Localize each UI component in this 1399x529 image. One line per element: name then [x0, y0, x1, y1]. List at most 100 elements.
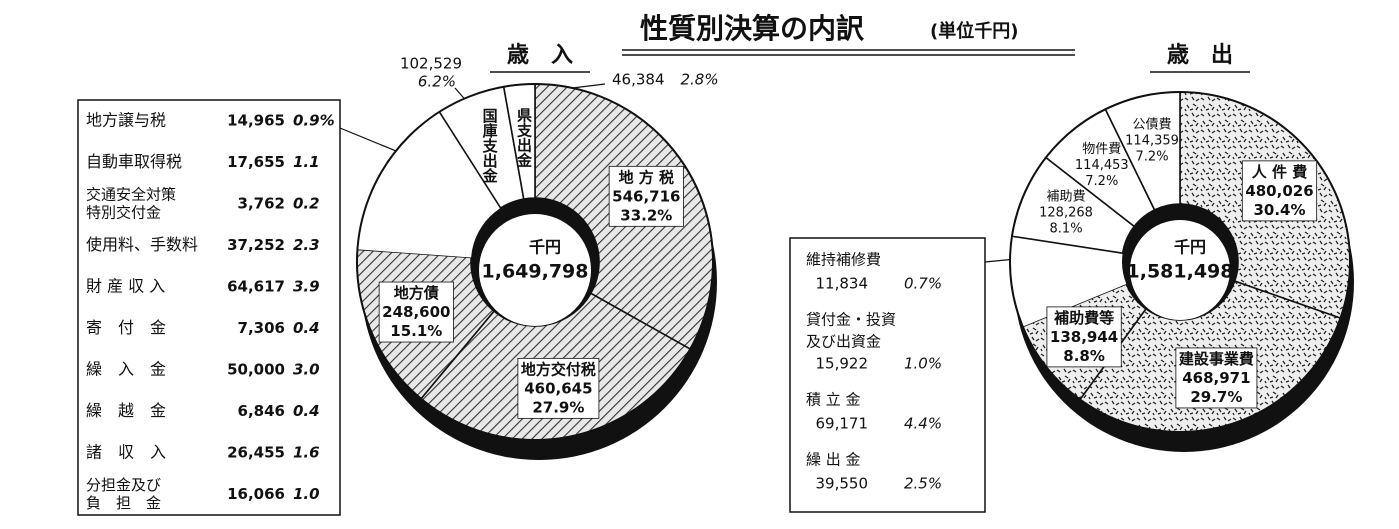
segment-value: 128,268: [1039, 205, 1093, 220]
label-bg: [517, 357, 600, 419]
donut-segment: [367, 161, 483, 240]
label-bg: [1241, 160, 1318, 222]
donut-segment: [430, 111, 501, 211]
row-percent: 0.4: [293, 402, 320, 420]
row-percent: 1.6: [293, 443, 320, 461]
segment-percent: 8.1%: [1050, 221, 1083, 236]
segment-percent: 30.4%: [1253, 201, 1305, 219]
center-total: 1,649,798: [482, 261, 589, 283]
row-name: 寄 付 金: [86, 318, 166, 337]
donut-hole: [479, 214, 591, 326]
donut-segment: [360, 200, 475, 249]
row-percent: 3.9: [293, 277, 320, 295]
segment-name: 人 件 費: [1252, 163, 1307, 181]
donut-segment: [1010, 262, 1125, 309]
item-name: 及び出資金: [806, 333, 881, 351]
breakdown-box: [789, 237, 986, 513]
center-unit: 千円: [1174, 238, 1206, 257]
row-percent: 3.0: [293, 360, 320, 378]
row-name: 交通安全対策: [86, 185, 176, 203]
row-value: 50,000: [227, 360, 285, 378]
item-value: 39,550: [816, 475, 869, 493]
segment-value: 248,600: [382, 303, 450, 321]
segment-percent: 7.2%: [1085, 174, 1118, 189]
row-value: 14,965: [227, 111, 285, 129]
segment-percent: 33.2%: [620, 206, 672, 224]
segment-percent: 2.8%: [681, 71, 719, 89]
segment-name: 補助費: [1047, 189, 1086, 204]
label-bg: [378, 281, 454, 343]
donut-segment: [1016, 278, 1126, 320]
row-name: 財 産 収 入: [86, 276, 165, 295]
segment-name: 地 方 税: [619, 168, 674, 186]
donut-segment: [413, 129, 493, 216]
segment-value: 546,716: [612, 187, 680, 205]
row-value: 64,617: [227, 277, 285, 295]
donut-segment: [387, 157, 484, 226]
donut-segment: [416, 117, 498, 215]
donut-segment: [358, 227, 473, 254]
donut-segment: [357, 239, 472, 258]
row-name: 特別交付金: [86, 203, 161, 221]
segment-name: 地方交付税: [521, 360, 596, 378]
segment-percent: 7.2%: [1136, 150, 1169, 165]
donut-segment: [390, 132, 492, 225]
segment-value: 102,529: [400, 55, 462, 73]
segment-percent: 6.2%: [418, 73, 456, 91]
label-bg: [1175, 347, 1258, 409]
item-percent: 2.5%: [904, 475, 942, 493]
row-name: 自動車取得税: [86, 152, 182, 171]
donut-hole: [1130, 220, 1230, 320]
row-percent: 0.9%: [293, 111, 335, 129]
row-value: 26,455: [227, 443, 285, 461]
donut-segment: [360, 224, 473, 250]
main-title: 性質別決算の内訳: [640, 12, 865, 45]
center-total: 1,581,498: [1127, 261, 1234, 283]
segment-name: 国庫支出金: [481, 108, 499, 183]
row-value: 17,655: [227, 153, 285, 171]
segment-name: 物件費: [1082, 142, 1121, 157]
item-name: 維持補修費: [806, 251, 881, 269]
segment-name: 補助費等: [1053, 309, 1114, 327]
segment-percent: 29.7%: [1190, 388, 1242, 406]
segment-value: 468,971: [1182, 369, 1250, 387]
row-percent: 0.4: [293, 319, 320, 337]
item-value: 15,922: [816, 355, 869, 373]
row-name: 繰 入 金: [86, 359, 166, 378]
segment-percent: 8.8%: [1063, 347, 1105, 365]
donut-segment: [1010, 236, 1123, 263]
segment-name: 地方債: [394, 284, 439, 302]
chart-title: 歳 出: [1167, 43, 1233, 68]
segment-value: 114,453: [1075, 158, 1129, 173]
segment-percent: 27.9%: [532, 398, 584, 416]
row-value: 7,306: [238, 319, 285, 337]
item-percent: 0.7%: [904, 275, 942, 293]
row-name: 繰 越 金: [86, 401, 166, 420]
segment-value: 480,026: [1245, 182, 1313, 200]
row-value: 37,252: [227, 236, 285, 254]
donut-outline: [1009, 91, 1351, 433]
segment-percent: 15.1%: [390, 322, 442, 340]
breakdown-box: [77, 99, 341, 516]
segment-name: 建設事業費: [1179, 350, 1254, 368]
item-name: 貸付金・投資: [806, 311, 896, 329]
center-unit: 千円: [529, 238, 561, 257]
segment-value: 138,944: [1050, 328, 1118, 346]
item-percent: 4.4%: [904, 415, 942, 433]
row-name: 使用料、手数料: [86, 235, 198, 254]
row-value: 6,846: [238, 402, 285, 420]
row-percent: 1.0: [293, 485, 320, 503]
segment-value: 460,645: [524, 379, 592, 397]
segment-name: 県支出金: [515, 107, 533, 167]
label-bg: [1046, 306, 1122, 368]
item-name: 繰 出 金: [806, 451, 861, 469]
row-name: 諸 収 入: [86, 442, 166, 461]
